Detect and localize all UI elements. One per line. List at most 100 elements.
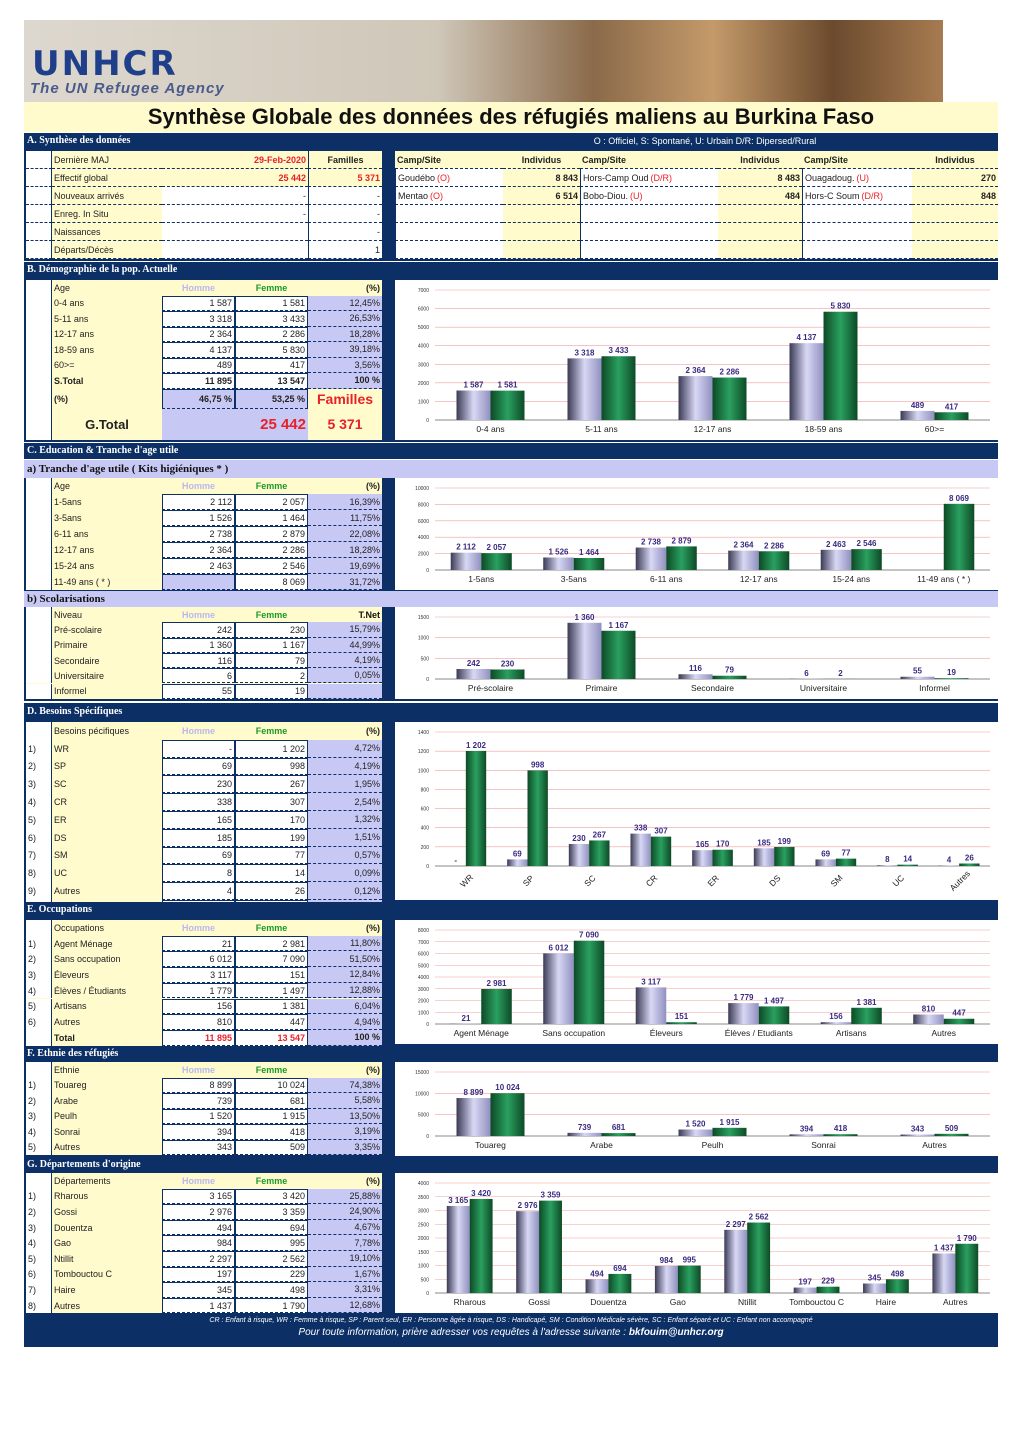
row-spacer (26, 169, 52, 187)
data-label: 2 112 (456, 543, 476, 552)
data-label: 151 (675, 1012, 689, 1021)
page-title: Synthèse Globale des données des réfugié… (24, 102, 998, 132)
bar-chart: 0 500 1000 1500 242 230 Pré-scolaire 1 360 1 167… (418, 613, 990, 693)
camp-name-text: Goudébo (398, 172, 436, 183)
data-label: 170 (716, 840, 730, 849)
camp-individus: 8 843 (503, 169, 580, 187)
homme-cell: 8 899 (162, 1077, 235, 1093)
data-label: 1 497 (764, 996, 785, 1005)
x-tick-label: Gao (670, 1297, 686, 1307)
homme-cell: 242 (162, 622, 235, 638)
camp-name-text: Mentao (398, 190, 429, 201)
table-row: 2) Sans occupation 6 012 7 090 51,50% (26, 951, 382, 968)
table-row: 6-11 ans 2 738 2 879 22,08% (26, 526, 382, 542)
y-tick-label: 7000 (418, 288, 429, 294)
data-label: 345 (868, 1274, 882, 1283)
summary-row: Départs/Décès 1 (26, 241, 382, 259)
femme-bar (469, 1198, 493, 1293)
y-tick-label: 1000 (418, 636, 429, 642)
data-label: 26 (965, 854, 974, 863)
data-label: 447 (952, 1009, 966, 1018)
chart-b: 0 1000 2000 3000 4000 5000 6000 7000 1 587 1 581 0… (395, 280, 998, 440)
x-tick-label: Artisans (836, 1028, 867, 1038)
homme-bar (932, 1253, 956, 1293)
homme-bar (567, 358, 602, 420)
homme-cell: 69 (162, 757, 235, 776)
table-row: 2) SP 69 998 4,19% (26, 757, 382, 776)
x-tick-label: CR (644, 873, 660, 889)
femme-bar (666, 546, 697, 570)
homme-bar (724, 1229, 748, 1293)
camp-individus: 484 (718, 187, 802, 205)
row-number: 5) (26, 811, 52, 829)
homme-cell: 984 (162, 1235, 235, 1251)
row-number: 8) (26, 1297, 52, 1314)
femme-cell: 2 546 (235, 558, 308, 574)
familles-value: 1 (308, 241, 382, 259)
homme-cell: 2 738 (162, 526, 235, 542)
data-label: 509 (945, 1124, 959, 1133)
homme-cell: 1 520 (162, 1108, 235, 1124)
summary-label: Nouveaux arrivés (52, 187, 162, 205)
femme-bar (589, 840, 610, 866)
chart-cb: 0 500 1000 1500 242 230 Pré-scolaire 1 360 1 167… (395, 607, 998, 699)
y-tick-label: 4000 (418, 344, 429, 350)
data-label: 7 090 (579, 931, 600, 940)
homme-cell: 2 463 (162, 558, 235, 574)
data-label: 2 546 (856, 539, 877, 548)
femme-bar (539, 1200, 562, 1293)
table-row: 15-24 ans 2 463 2 546 19,69% (26, 558, 382, 574)
row-number: 2) (26, 1204, 52, 1220)
femme-bar (959, 863, 980, 866)
femme-bar (481, 988, 512, 1024)
camp-type-code: (O) (437, 172, 451, 183)
camp-name (802, 241, 912, 259)
table-row: 4) Sonrai 394 418 3,19% (26, 1124, 382, 1140)
femme-cell: 8 069 (235, 574, 308, 590)
x-tick-label: 12-17 ans (740, 574, 778, 584)
data-label: 2 463 (826, 540, 847, 549)
homme-bar (728, 1003, 759, 1024)
row-label: Douentza (52, 1219, 162, 1236)
y-tick-label: 8000 (418, 928, 429, 934)
data-label: 55 (913, 667, 922, 676)
femme-cell: 2 057 (235, 494, 308, 510)
header-category: Occupations (52, 920, 162, 936)
individus-header: Individus (503, 151, 580, 169)
y-tick-label: 3000 (418, 987, 429, 993)
femme-cell: 1 167 (235, 637, 308, 653)
x-tick-label: 3-5ans (561, 574, 587, 584)
grand-total-label: G.Total (52, 408, 162, 440)
data-label: 489 (911, 401, 925, 410)
homme-bar (820, 1022, 852, 1024)
percent-cell: 4,72% (308, 739, 382, 758)
row-label: SC (52, 775, 162, 794)
table-row: 60>= 489 417 3,56% (26, 357, 382, 373)
footer-contact: Pour toute information, prière adresser … (298, 1327, 629, 1338)
header-percent: (%) (308, 1062, 382, 1078)
header-homme: Homme (162, 722, 235, 740)
femme-cell: 2 (235, 668, 308, 684)
homme-cell (162, 574, 235, 590)
femme-cell: 1 581 (235, 295, 308, 311)
familles-label: Familles (308, 388, 382, 409)
percent-cell: 11,75% (308, 510, 382, 526)
table-row: 5) Ntillit 2 297 2 562 19,10% (26, 1251, 382, 1267)
homme-cell: 345 (162, 1282, 235, 1298)
table-header: Départements Homme Femme (%) (26, 1173, 382, 1189)
data-label: 1 202 (466, 741, 487, 750)
femme-bar (943, 503, 975, 570)
camp-name (802, 205, 912, 223)
table-row: 8) UC 8 14 0,09% (26, 864, 382, 883)
contact-email-link[interactable]: bkfouim@unhcr.org (628, 1327, 724, 1338)
camp-individus: 270 (912, 169, 998, 187)
y-tick-label: 1000 (418, 1010, 429, 1016)
camp-name-text: Hors-C Soum (805, 190, 860, 201)
sectionD-table: Besoins pécifiques Homme Femme (%) 1) WR -1 20… (26, 722, 382, 918)
femme-cell: 3 359 (235, 1204, 308, 1220)
data-label: 77 (842, 849, 851, 858)
y-tick-label: 5000 (418, 1113, 429, 1119)
percent-cell: 16,39% (308, 494, 382, 510)
header-percent: (%) (308, 280, 382, 296)
camp-name (395, 205, 503, 223)
